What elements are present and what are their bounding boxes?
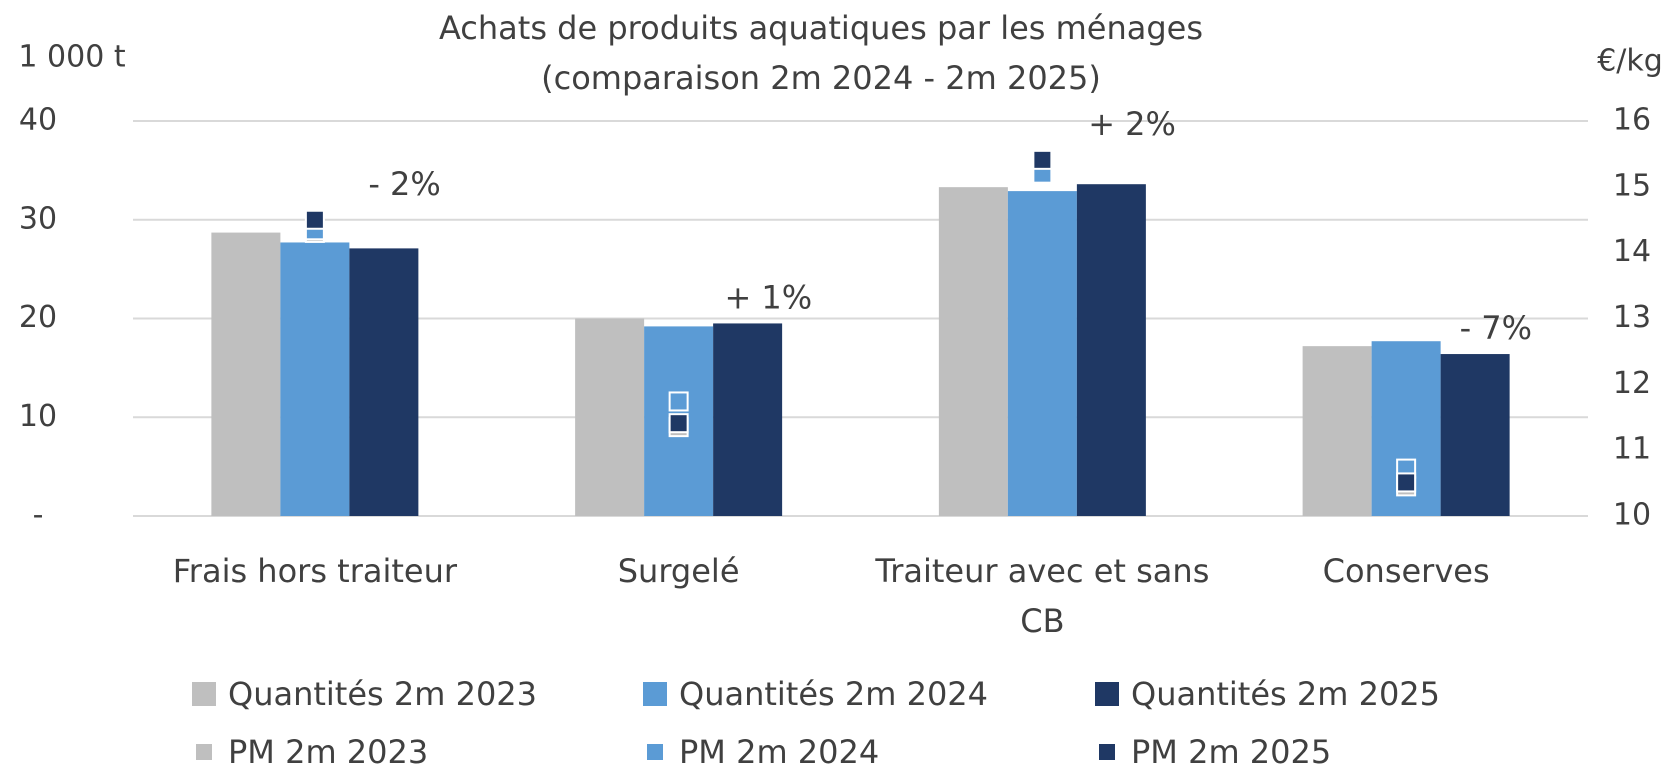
y2-tick-label: 16 [1613, 103, 1651, 138]
bar [1440, 354, 1510, 516]
x-tick-label: Surgelé [617, 552, 740, 590]
price-marker [1032, 149, 1053, 170]
y2-tick-label: 13 [1613, 300, 1651, 335]
y-tick-label: 30 [19, 201, 57, 236]
legend-label: PM 2m 2025 [1131, 733, 1331, 771]
bar [1302, 346, 1372, 516]
chart-subtitle: (comparaison 2m 2024 - 2m 2025) [541, 59, 1101, 97]
bar [713, 323, 783, 516]
bar [938, 187, 1008, 516]
y2-axis-label: €/kg [1597, 44, 1663, 79]
annotation: - 2% [368, 165, 440, 203]
y2-tick-label: 14 [1613, 234, 1651, 269]
legend-swatch [1099, 744, 1115, 760]
annotation: + 1% [724, 278, 812, 316]
legend-label: PM 2m 2023 [228, 733, 428, 771]
x-tick-label: Conserves [1322, 552, 1490, 590]
legend-label: Quantités 2m 2023 [228, 675, 537, 713]
legend-swatch [196, 744, 212, 760]
bar [1007, 191, 1077, 517]
legend-label: PM 2m 2024 [679, 733, 879, 771]
annotation: + 2% [1088, 105, 1176, 143]
x-tick-label: Frais hors traiteur [172, 552, 458, 590]
chart-title: Achats de produits aquatiques par les mé… [439, 9, 1203, 47]
annotation: - 7% [1460, 309, 1532, 347]
legend-swatch [647, 744, 663, 760]
price-marker [1396, 472, 1417, 493]
y-axis-label: 1 000 t [18, 40, 125, 75]
y-tick-label: 40 [19, 103, 57, 138]
bar [211, 232, 281, 516]
y2-tick-label: 12 [1613, 366, 1651, 401]
y-tick-label: - [33, 498, 44, 533]
price-marker [668, 413, 689, 434]
price-marker [668, 391, 689, 412]
legend-label: Quantités 2m 2025 [1131, 675, 1440, 713]
y-tick-label: 10 [19, 399, 57, 434]
price-marker [304, 209, 325, 230]
legend-swatch [192, 682, 216, 706]
legend-swatch [643, 682, 667, 706]
legend-swatch [1095, 682, 1119, 706]
bar [280, 242, 350, 516]
y-tick-label: 20 [19, 300, 57, 335]
bar [349, 248, 419, 516]
x-tick-label: Traiteur avec et sans CB [875, 552, 1210, 640]
bar [1076, 184, 1146, 516]
legend-label: Quantités 2m 2024 [679, 675, 988, 713]
y2-tick-label: 15 [1613, 168, 1651, 203]
bar [575, 318, 645, 516]
y2-tick-label: 11 [1613, 432, 1651, 467]
y2-tick-label: 10 [1613, 498, 1651, 533]
